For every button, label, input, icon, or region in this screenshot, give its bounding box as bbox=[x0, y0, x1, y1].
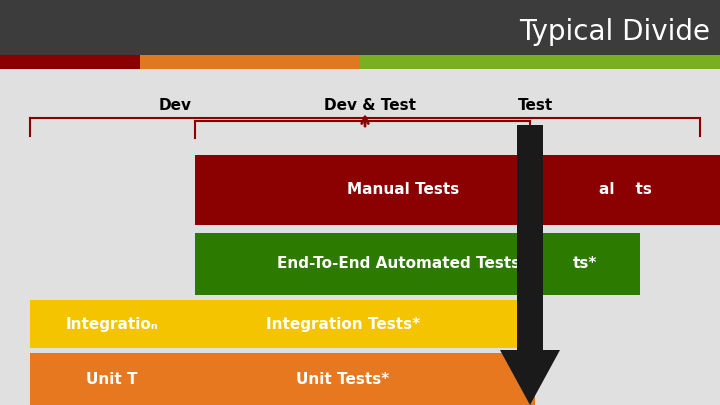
Bar bbox=[0, 55, 140, 69]
Text: Manual Tests: Manual Tests bbox=[346, 183, 459, 198]
Text: Unit Tests*: Unit Tests* bbox=[297, 371, 390, 386]
Text: End-To-End Automated Tests*: End-To-End Automated Tests* bbox=[277, 256, 528, 271]
Text: al    ts: al ts bbox=[598, 183, 652, 198]
Text: Unit T: Unit T bbox=[86, 371, 138, 386]
Bar bbox=[30, 300, 535, 348]
Bar bbox=[140, 55, 360, 69]
Bar bbox=[360, 55, 720, 69]
Text: Typical Divide: Typical Divide bbox=[519, 18, 710, 46]
Text: Dev & Test: Dev & Test bbox=[324, 98, 416, 113]
Bar bbox=[195, 155, 530, 225]
Bar bbox=[530, 233, 640, 295]
Bar bbox=[30, 353, 535, 405]
Text: Integratioₙ: Integratioₙ bbox=[66, 316, 158, 332]
Bar bbox=[195, 233, 530, 295]
Text: Dev: Dev bbox=[158, 98, 192, 113]
Text: ts*: ts* bbox=[573, 256, 597, 271]
Bar bbox=[530, 155, 720, 225]
Text: Test: Test bbox=[518, 98, 553, 113]
FancyArrow shape bbox=[500, 125, 560, 405]
Text: Integration Tests*: Integration Tests* bbox=[266, 316, 420, 332]
Bar bbox=[0, 0, 720, 55]
